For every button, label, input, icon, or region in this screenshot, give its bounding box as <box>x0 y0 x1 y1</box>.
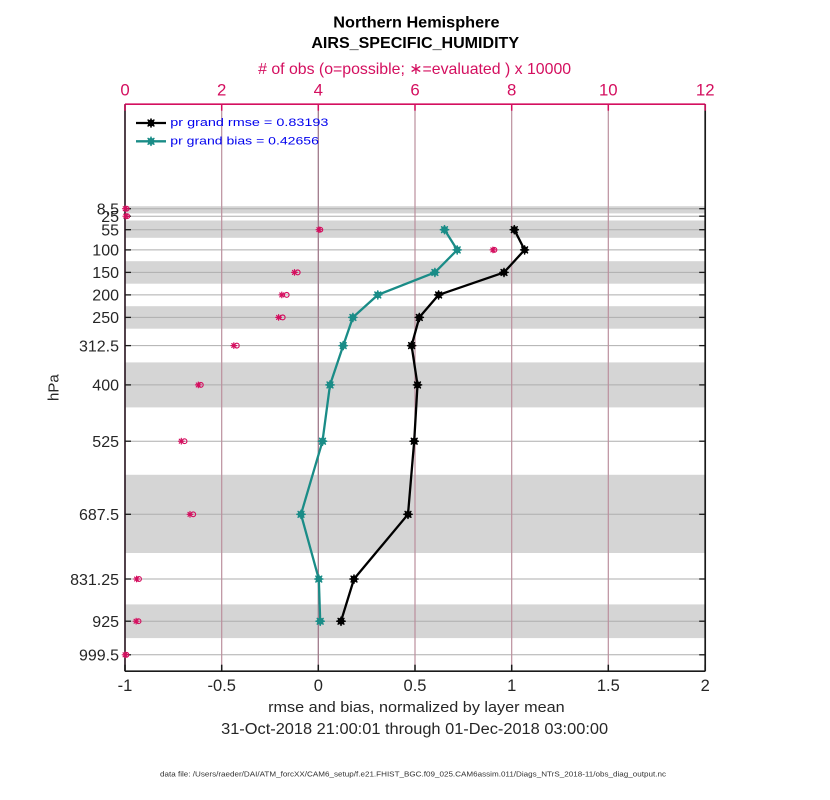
svg-text:925: 925 <box>92 614 119 631</box>
svg-text:0.5: 0.5 <box>404 677 427 695</box>
svg-text:rmse and bias, normalized by l: rmse and bias, normalized by layer mean <box>268 699 565 716</box>
svg-text:999.5: 999.5 <box>79 648 119 665</box>
svg-text:687.5: 687.5 <box>79 507 119 524</box>
svg-text:pr grand bias = 0.42656: pr grand bias = 0.42656 <box>170 136 319 148</box>
svg-text:831.25: 831.25 <box>70 572 119 589</box>
svg-text:55: 55 <box>101 223 119 240</box>
svg-text:pr grand rmse = 0.83193: pr grand rmse = 0.83193 <box>170 117 328 129</box>
svg-text:data file: /Users/raeder/DAI/A: data file: /Users/raeder/DAI/ATM_forcXX/… <box>160 770 666 779</box>
svg-text:525: 525 <box>92 434 119 451</box>
svg-text:200: 200 <box>92 288 119 305</box>
svg-text:AIRS_SPECIFIC_HUMIDITY: AIRS_SPECIFIC_HUMIDITY <box>311 35 519 52</box>
svg-text:12: 12 <box>696 80 715 99</box>
svg-text:8.5: 8.5 <box>97 202 119 219</box>
svg-text:100: 100 <box>92 243 119 260</box>
svg-text:10: 10 <box>599 80 618 99</box>
svg-text:150: 150 <box>92 265 119 282</box>
svg-text:400: 400 <box>92 378 119 395</box>
svg-text:8: 8 <box>507 80 516 99</box>
svg-text:0: 0 <box>314 677 323 695</box>
svg-text:4: 4 <box>314 80 323 99</box>
svg-text:# of obs (o=possible; ∗=evalua: # of obs (o=possible; ∗=evaluated ) x 10… <box>258 61 571 78</box>
svg-text:250: 250 <box>92 310 119 327</box>
svg-text:31-Oct-2018 21:00:01 through 0: 31-Oct-2018 21:00:01 through 01-Dec-2018… <box>221 721 608 738</box>
svg-text:6: 6 <box>410 80 419 99</box>
svg-text:Northern Hemisphere: Northern Hemisphere <box>333 14 500 31</box>
svg-text:-1: -1 <box>118 677 133 695</box>
svg-text:1: 1 <box>507 677 516 695</box>
svg-text:1.5: 1.5 <box>597 677 620 695</box>
svg-text:2: 2 <box>701 677 710 695</box>
svg-text:2: 2 <box>217 80 226 99</box>
svg-text:hPa: hPa <box>45 374 62 401</box>
svg-text:25: 25 <box>101 209 119 226</box>
svg-text:312.5: 312.5 <box>79 338 119 355</box>
svg-text:-0.5: -0.5 <box>207 677 235 695</box>
svg-text:0: 0 <box>120 80 129 99</box>
